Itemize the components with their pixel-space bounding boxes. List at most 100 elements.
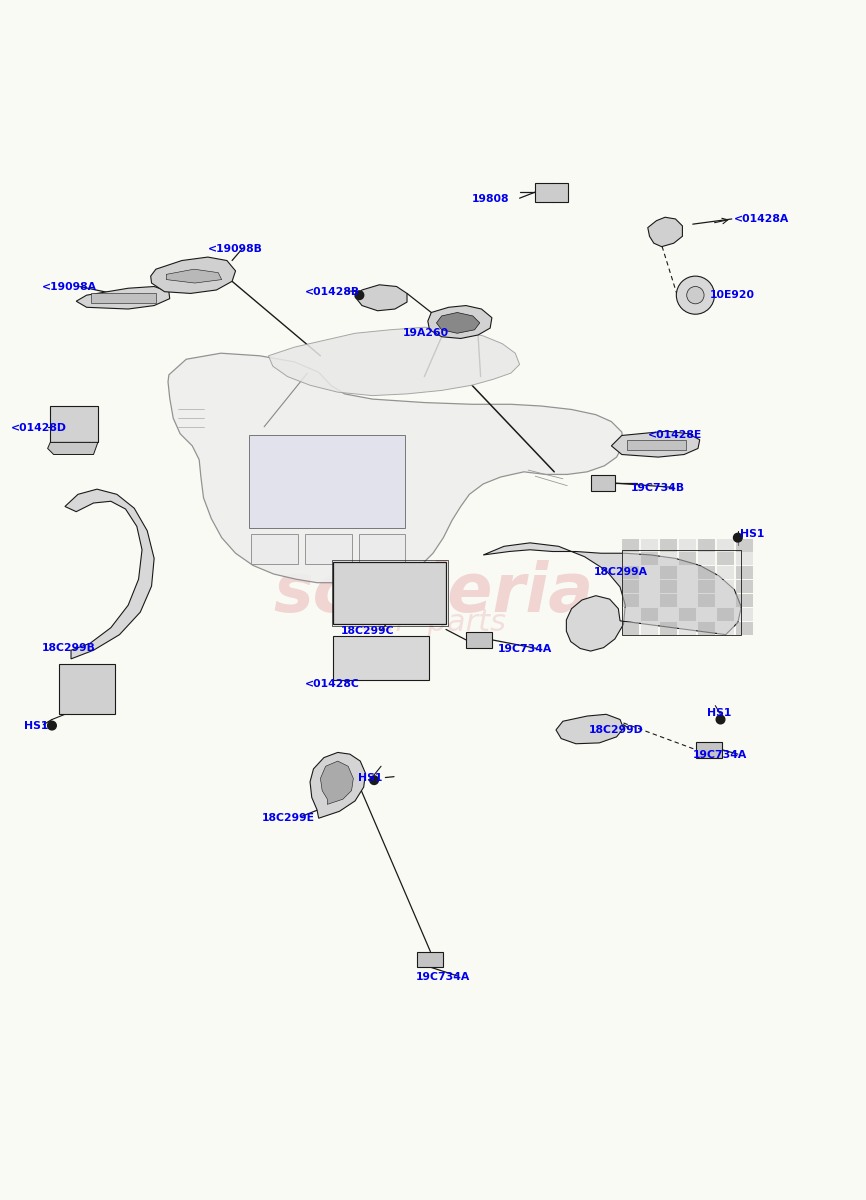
Bar: [679, 552, 696, 565]
Bar: [641, 594, 658, 607]
Text: <01428E: <01428E: [648, 430, 702, 439]
Bar: [622, 552, 639, 565]
Bar: [717, 552, 734, 565]
Text: HS1: HS1: [358, 773, 382, 782]
Text: 19A260: 19A260: [403, 328, 449, 338]
Bar: [333, 562, 446, 624]
Bar: [641, 622, 658, 635]
Text: scuderia: scuderia: [273, 560, 593, 626]
Bar: [641, 566, 658, 580]
Bar: [698, 580, 715, 593]
Polygon shape: [428, 306, 492, 338]
Text: <01428C: <01428C: [305, 678, 359, 689]
Bar: [622, 566, 639, 580]
Bar: [679, 594, 696, 607]
Bar: [591, 475, 615, 491]
Bar: [698, 594, 715, 607]
Text: 19808: 19808: [472, 193, 509, 204]
Polygon shape: [151, 257, 236, 294]
Circle shape: [716, 715, 725, 724]
Bar: [622, 607, 639, 620]
Circle shape: [734, 533, 742, 542]
Bar: [698, 566, 715, 580]
Bar: [305, 534, 352, 564]
Polygon shape: [48, 443, 98, 455]
Bar: [622, 580, 639, 593]
Text: <01428B: <01428B: [305, 287, 360, 296]
Text: 19C734A: 19C734A: [498, 644, 553, 654]
Polygon shape: [648, 217, 682, 247]
Bar: [717, 539, 734, 552]
Bar: [736, 594, 753, 607]
Bar: [660, 566, 677, 580]
Bar: [679, 607, 696, 620]
Text: car  parts: car parts: [360, 608, 506, 637]
Bar: [359, 534, 405, 564]
Polygon shape: [483, 542, 741, 652]
Circle shape: [687, 287, 704, 304]
Bar: [627, 439, 686, 450]
Bar: [660, 580, 677, 593]
Text: 18C299B: 18C299B: [42, 643, 95, 654]
Text: 10E920: 10E920: [710, 289, 755, 300]
Bar: [717, 566, 734, 580]
Bar: [535, 182, 568, 202]
Bar: [660, 594, 677, 607]
Bar: [660, 607, 677, 620]
Circle shape: [355, 290, 364, 300]
Bar: [717, 580, 734, 593]
Text: 19C734A: 19C734A: [693, 750, 747, 760]
Bar: [679, 539, 696, 552]
Bar: [641, 539, 658, 552]
Polygon shape: [436, 312, 480, 334]
Bar: [698, 622, 715, 635]
Bar: [717, 594, 734, 607]
Polygon shape: [76, 287, 170, 310]
Circle shape: [676, 276, 714, 314]
Bar: [717, 622, 734, 635]
Bar: [679, 580, 696, 593]
Bar: [332, 560, 448, 626]
Bar: [641, 607, 658, 620]
Bar: [698, 552, 715, 565]
Polygon shape: [355, 284, 407, 311]
Bar: [660, 622, 677, 635]
Bar: [736, 580, 753, 593]
Polygon shape: [556, 714, 624, 744]
Bar: [736, 622, 753, 635]
Bar: [660, 539, 677, 552]
Bar: [251, 534, 298, 564]
Polygon shape: [268, 328, 520, 396]
Bar: [679, 622, 696, 635]
Bar: [50, 406, 98, 443]
Polygon shape: [65, 490, 154, 659]
Text: <19098A: <19098A: [42, 282, 97, 292]
Bar: [466, 632, 492, 648]
Bar: [736, 566, 753, 580]
Text: <19098B: <19098B: [208, 244, 262, 254]
Polygon shape: [611, 431, 700, 457]
Bar: [417, 952, 443, 967]
Text: 19C734B: 19C734B: [630, 484, 684, 493]
Bar: [622, 539, 639, 552]
Text: 18C299D: 18C299D: [589, 725, 643, 736]
Bar: [641, 580, 658, 593]
Bar: [736, 607, 753, 620]
Text: 18C299E: 18C299E: [262, 814, 314, 823]
Bar: [641, 552, 658, 565]
Bar: [622, 594, 639, 607]
Bar: [91, 293, 156, 302]
Bar: [698, 539, 715, 552]
Polygon shape: [166, 269, 222, 283]
Bar: [660, 552, 677, 565]
Bar: [333, 636, 429, 679]
Text: 18C299A: 18C299A: [594, 568, 648, 577]
Polygon shape: [168, 353, 624, 583]
Text: 19C734A: 19C734A: [416, 972, 470, 982]
Polygon shape: [320, 761, 353, 804]
Text: <01428D: <01428D: [10, 424, 67, 433]
Bar: [698, 607, 715, 620]
Text: <01428A: <01428A: [734, 215, 790, 224]
Text: 18C299C: 18C299C: [341, 626, 395, 636]
Bar: [249, 434, 405, 528]
